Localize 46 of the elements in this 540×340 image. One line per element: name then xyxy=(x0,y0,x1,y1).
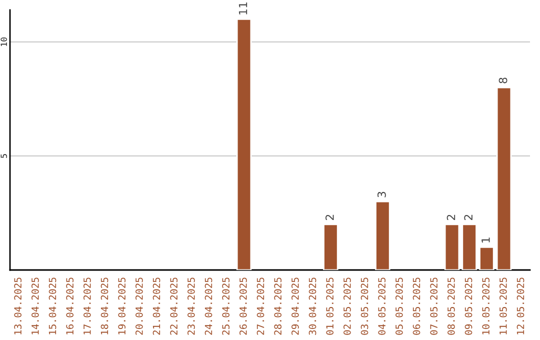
x-tick-label: 11.05.2025 xyxy=(499,278,507,334)
x-tick-label: 10.05.2025 xyxy=(482,278,490,334)
x-tick-label: 16.04.2025 xyxy=(66,278,74,334)
x-tick-label: 12.05.2025 xyxy=(516,278,524,334)
x-tick-label: 29.04.2025 xyxy=(291,278,299,335)
y-tick-label: 10 xyxy=(0,37,7,46)
x-tick-label: 28.04.2025 xyxy=(274,278,282,335)
data-label: 2 xyxy=(325,214,334,220)
x-tick-label: 20.04.2025 xyxy=(135,278,143,335)
x-tick-label: 06.05.2025 xyxy=(412,278,420,335)
bar xyxy=(462,224,477,270)
x-tick-label: 05.05.2025 xyxy=(395,278,403,335)
x-tick-label: 30.04.2025 xyxy=(308,278,316,335)
x-tick-label: 22.04.2025 xyxy=(170,278,178,335)
bar xyxy=(323,224,338,270)
x-tick-label: 27.04.2025 xyxy=(256,278,264,335)
data-label: 11 xyxy=(238,2,248,14)
x-tick-label: 02.05.2025 xyxy=(343,278,351,335)
x-tick-label: 09.05.2025 xyxy=(464,278,472,335)
x-tick-label: 23.04.2025 xyxy=(187,278,195,335)
y-tick-label: 5 xyxy=(0,154,7,158)
data-label: 3 xyxy=(377,192,386,198)
x-tick-label: 18.04.2025 xyxy=(100,278,108,334)
data-label: 2 xyxy=(464,214,472,220)
x-tick-label: 14.04.2025 xyxy=(31,278,39,334)
x-tick-label: 25.04.2025 xyxy=(222,278,230,335)
bar xyxy=(496,86,512,270)
x-tick-label: 04.05.2025 xyxy=(378,278,386,335)
bar xyxy=(479,246,494,270)
data-label: 2 xyxy=(446,214,456,220)
data-label: 1 xyxy=(482,238,490,242)
bar xyxy=(375,200,390,270)
x-tick-label: 24.04.2025 xyxy=(204,278,212,335)
x-tick-label: 08.05.2025 xyxy=(447,278,455,335)
x-tick-label: 07.05.2025 xyxy=(430,278,438,335)
x-tick-label: 26.04.2025 xyxy=(239,278,247,335)
x-tick-label: 17.04.2025 xyxy=(83,278,91,334)
x-tick-label: 13.04.2025 xyxy=(14,278,22,334)
bar xyxy=(444,224,460,270)
data-label: 8 xyxy=(498,78,508,84)
bar xyxy=(236,18,252,270)
x-tick-label: 03.05.2025 xyxy=(360,278,368,335)
x-tick-label: 15.04.2025 xyxy=(48,278,56,334)
x-tick-label: 21.04.2025 xyxy=(152,278,160,335)
x-tick-label: 19.04.2025 xyxy=(118,278,126,334)
x-tick-label: 01.05.2025 xyxy=(326,278,334,335)
